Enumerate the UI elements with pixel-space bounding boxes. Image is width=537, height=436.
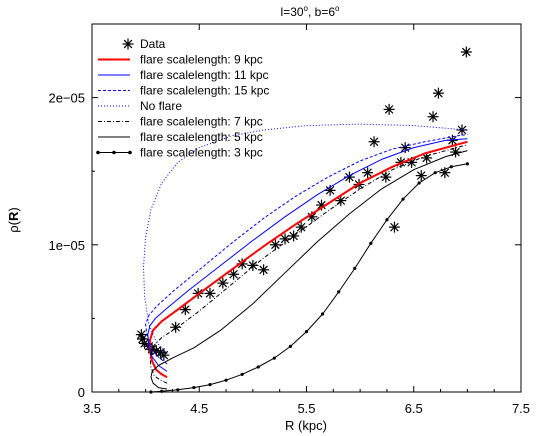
data-point xyxy=(204,287,216,299)
series-flare-scalelength-3-kpc-point xyxy=(176,388,180,392)
series-flare-scalelength-3-kpc-point xyxy=(320,312,325,316)
series-flare-scalelength-3-kpc-point xyxy=(433,171,437,175)
legend-item-flare-scalelength-7-kpc: flare scalelength: 7 kpc xyxy=(98,115,263,129)
data-point xyxy=(217,277,229,289)
legend-label: No flare xyxy=(140,99,182,113)
chart-title: l=30o, b=6o xyxy=(281,4,341,19)
series-layer xyxy=(135,46,472,394)
legend-label: flare scalelength: 9 kpc xyxy=(140,53,263,67)
series-flare-scalelength-3-kpc-point xyxy=(288,344,293,348)
legend-label: flare scalelength: 15 kpc xyxy=(140,84,269,98)
data-point xyxy=(383,103,395,115)
legend-label: flare scalelength: 5 kpc xyxy=(140,130,263,144)
legend-item-flare-scalelength-9-kpc: flare scalelength: 9 kpc xyxy=(98,53,263,67)
series-flare-scalelength-3-kpc-point xyxy=(385,218,389,222)
data-point xyxy=(432,87,444,99)
y-tick-label: 2e−05 xyxy=(48,91,85,106)
x-axis-label: R (kpc) xyxy=(285,418,327,433)
data-point xyxy=(368,136,380,148)
legend-item-no-flare: No flare xyxy=(98,99,182,113)
data-point xyxy=(288,230,300,242)
legend-item-flare-scalelength-11-kpc: flare scalelength: 11 kpc xyxy=(98,68,269,82)
series-flare-scalelength-3-kpc-point xyxy=(369,241,373,245)
legend-item-flare-scalelength-15-kpc: flare scalelength: 15 kpc xyxy=(98,84,269,98)
legend-label: flare scalelength: 3 kpc xyxy=(140,146,263,160)
data-point xyxy=(269,239,281,251)
series-flare-scalelength-3-kpc-point xyxy=(256,365,260,369)
data-point xyxy=(258,264,270,276)
data-point xyxy=(362,167,374,179)
series-flare-scalelength-15-kpc-line xyxy=(145,133,468,365)
series-flare-scalelength-3-kpc-point xyxy=(449,165,453,169)
x-tick-label: 4.5 xyxy=(190,401,208,416)
x-tick-label: 7.5 xyxy=(512,401,530,416)
series-flare-scalelength-3-kpc-point xyxy=(465,162,469,166)
legend-swatch xyxy=(122,38,134,50)
series-flare-scalelength-11-kpc-line xyxy=(147,138,468,372)
y-tick-label: 0 xyxy=(78,385,85,400)
y-axis-label: ρ(R) xyxy=(6,207,21,232)
data-point xyxy=(247,259,259,271)
data-point xyxy=(324,184,336,196)
series-flare-scalelength-3-kpc-point xyxy=(224,378,228,382)
axis-layer: 3.5 4.5 5.5 6.5 7.5 0 1e−05 2e−05 xyxy=(48,24,530,416)
data-point xyxy=(415,170,427,182)
series-flare-scalelength-9-kpc-line xyxy=(148,140,468,379)
series-flare-scalelength-3-kpc-point xyxy=(272,356,276,360)
data-point xyxy=(427,111,439,123)
series-flare-scalelength-3-kpc-point xyxy=(208,383,212,387)
legend-item-flare-scalelength-5-kpc: flare scalelength: 5 kpc xyxy=(98,130,263,144)
data-point xyxy=(399,142,411,154)
data-point xyxy=(228,268,240,280)
series-flare-scalelength-3-kpc-point xyxy=(192,385,196,390)
legend-label: flare scalelength: 11 kpc xyxy=(140,68,269,82)
data-point xyxy=(170,321,182,333)
x-tick-label: 6.5 xyxy=(405,401,423,416)
legend-swatch-dot xyxy=(112,150,116,155)
series-flare-scalelength-3-kpc-point xyxy=(337,290,341,294)
legend-item-data: Data xyxy=(122,37,166,51)
legend-label: Data xyxy=(140,37,166,51)
data-point xyxy=(295,221,307,233)
series-flare-scalelength-3-kpc-point xyxy=(240,372,244,376)
data-point xyxy=(158,349,170,361)
data-point xyxy=(388,221,400,233)
series-flare-scalelength-5-kpc-line xyxy=(150,150,468,390)
legend-swatch-dot xyxy=(96,150,100,155)
legend-swatch-dot xyxy=(128,150,132,155)
legend-item-flare-scalelength-3-kpc: flare scalelength: 3 kpc xyxy=(96,146,263,160)
data-point xyxy=(460,46,472,58)
x-tick-label: 3.5 xyxy=(83,401,101,416)
series-flare-scalelength-3-kpc-point xyxy=(304,330,309,334)
data-point xyxy=(421,152,433,164)
data-point xyxy=(450,146,462,158)
legend-label: flare scalelength: 7 kpc xyxy=(140,115,263,129)
x-tick-label: 5.5 xyxy=(297,401,315,416)
y-tick-label: 1e−05 xyxy=(48,238,85,253)
series-flare-scalelength-3-kpc-point xyxy=(417,181,421,185)
series-no-flare-line xyxy=(143,123,468,355)
series-flare-scalelength-3-kpc-point xyxy=(401,197,405,201)
series-flare-scalelength-3-kpc-point xyxy=(353,266,357,270)
